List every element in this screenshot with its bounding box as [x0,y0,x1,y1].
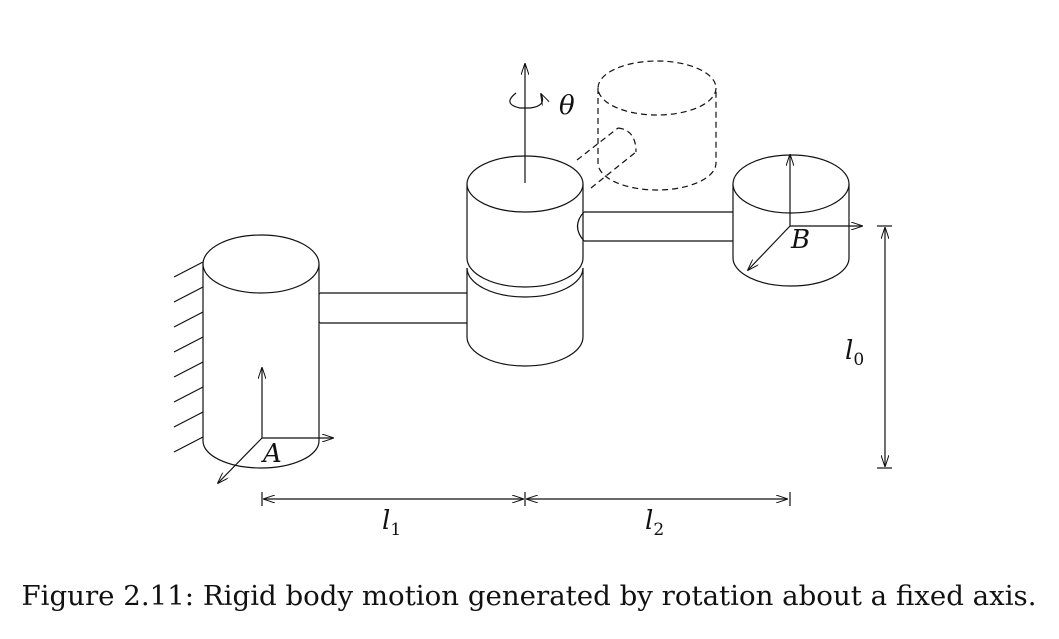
frame-b-label: B [790,225,810,255]
l0-label-subscript: 0 [853,350,864,370]
joint-upper-cylinder [466,155,584,288]
frame-b-axes [748,155,862,270]
joint-lower-cylinder [466,262,584,367]
link-1 [312,292,467,324]
l0-label: l0 [845,336,864,370]
figure-caption: Figure 2.11: Rigid body motion generated… [22,581,1037,612]
dimension-l1 [261,492,523,506]
theta-label: θ [559,91,575,121]
l1-label: l1 [382,506,401,540]
l1-label-subscript: 1 [390,520,401,540]
wall-hatching [173,261,204,453]
l2-label: l2 [645,506,664,540]
dimension-l2 [524,492,791,506]
frame-a-label: A [261,439,282,469]
l0-label-base: l [845,336,853,366]
rotated-cylinder-ghost [597,60,717,191]
rotated-link-ghost [576,127,637,189]
rotation-axis [509,64,543,183]
dimension-l0 [877,225,892,469]
end-cylinder [732,154,850,287]
base-cylinder [202,234,320,469]
l2-label-subscript: 2 [653,520,664,540]
l2-label-base: l [645,506,653,536]
l1-label-base: l [382,506,390,536]
link-2 [576,211,733,242]
frame-a-axes [218,368,333,483]
